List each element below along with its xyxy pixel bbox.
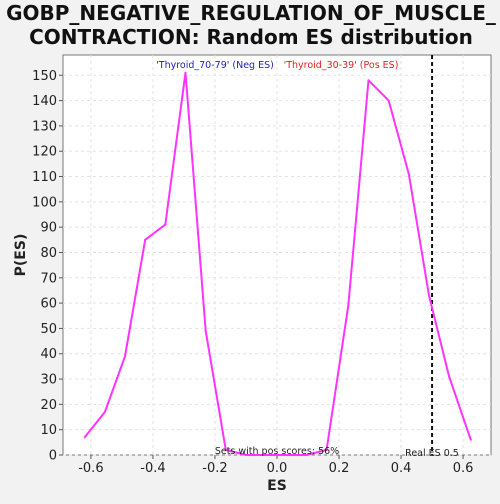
y-axis-label: P(ES) — [13, 234, 29, 277]
x-axis-label: ES — [267, 478, 287, 494]
chart-title-line-1: GOBP_NEGATIVE_REGULATION_OF_MUSCLE_ — [6, 1, 496, 25]
data-point — [204, 329, 207, 332]
neg-es-label: 'Thyroid_70-79' (Neg ES) — [156, 60, 274, 71]
y-tick-label: 80 — [40, 246, 57, 261]
y-tick-label: 60 — [40, 297, 57, 312]
data-point — [427, 294, 430, 297]
y-tick-label: 110 — [32, 170, 57, 185]
y-tick-label: 50 — [40, 322, 57, 337]
data-point — [83, 436, 86, 439]
data-point — [124, 355, 127, 358]
data-point — [103, 410, 106, 413]
data-point — [347, 304, 350, 307]
x-tick-label: 0.6 — [453, 461, 474, 476]
y-tick-label: 20 — [40, 398, 57, 413]
y-tick-label: 130 — [32, 119, 57, 134]
data-point — [184, 71, 187, 74]
data-point — [325, 448, 328, 451]
series-layer — [83, 71, 472, 456]
y-tick-label: 30 — [40, 373, 57, 388]
ticks: 0 10 20 30 40 50 60 70 80 90 100 110 120 130 140 150 -0.… — [32, 69, 473, 476]
data-point — [407, 172, 410, 175]
data-point — [285, 454, 288, 456]
x-tick-label: -0.6 — [78, 461, 103, 476]
y-tick-label: 150 — [32, 69, 57, 84]
pos-es-label: 'Thyroid_30-39' (Pos ES) — [284, 60, 399, 71]
y-tick-label: 90 — [40, 221, 57, 236]
y-tick-label: 120 — [32, 145, 57, 160]
data-point — [469, 438, 472, 441]
es-distribution-line — [83, 71, 472, 456]
data-point — [448, 375, 451, 378]
y-tick-label: 10 — [40, 423, 57, 438]
x-tick-label: -0.2 — [202, 461, 227, 476]
data-point — [265, 454, 268, 456]
grid — [63, 55, 491, 456]
y-tick-label: 40 — [40, 347, 57, 362]
y-tick-label: 70 — [40, 271, 57, 286]
x-tick-label: 0.4 — [391, 461, 412, 476]
data-point — [244, 454, 247, 456]
x-tick-label: 0.2 — [329, 461, 350, 476]
x-tick-label: 0.0 — [267, 461, 288, 476]
data-point — [164, 223, 167, 226]
data-point — [224, 448, 227, 451]
y-tick-label: 0 — [49, 449, 57, 464]
y-tick-label: 140 — [32, 94, 57, 109]
y-tick-label: 100 — [32, 195, 57, 210]
data-point — [367, 79, 370, 82]
real-es-label: Real ES 0.5 — [405, 448, 459, 459]
data-point — [305, 454, 308, 456]
chart-title-line-2: CONTRACTION: Random ES distribution — [29, 25, 473, 49]
data-point — [387, 99, 390, 102]
data-point — [144, 238, 147, 241]
pos-scores-label: Sets with pos scores: 56% — [215, 446, 339, 457]
x-tick-label: -0.4 — [140, 461, 165, 476]
